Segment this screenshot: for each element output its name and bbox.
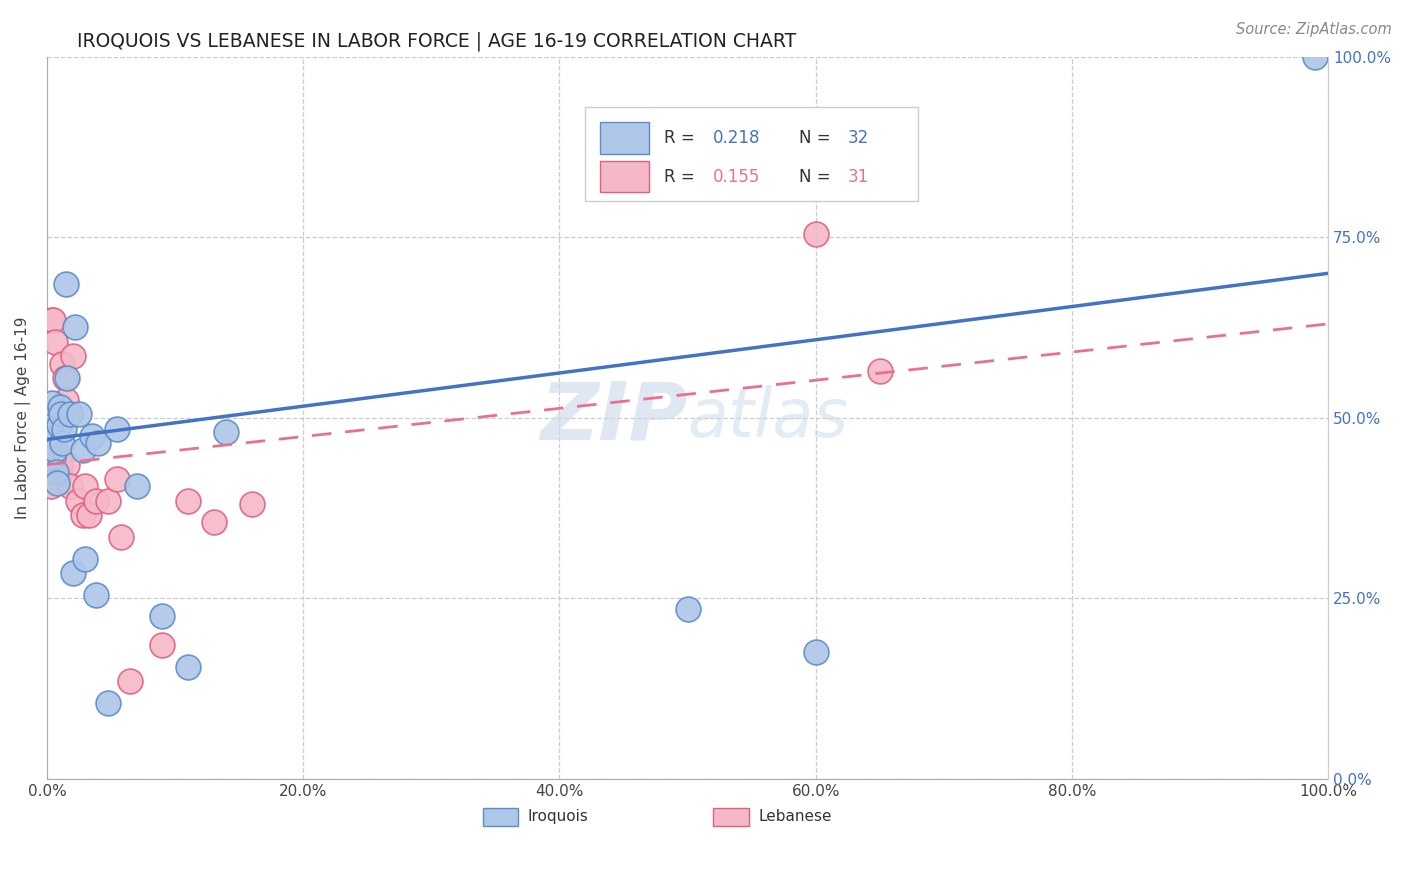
Point (41, 396, 63, 410)
FancyBboxPatch shape (600, 122, 650, 154)
FancyBboxPatch shape (600, 161, 650, 193)
Point (110, 530, 132, 544)
Text: Iroquois: Iroquois (527, 809, 588, 824)
Point (804, 227, 827, 241)
Point (62, 566, 84, 580)
Point (45, 421, 67, 435)
Point (42, 450, 65, 465)
Point (72, 508, 94, 523)
Point (45, 465, 67, 479)
Point (41, 313, 63, 327)
Point (48, 465, 70, 479)
Point (804, 645, 827, 659)
Point (55, 392, 77, 407)
Point (59, 479, 82, 493)
Y-axis label: In Labor Force | Age 16-19: In Labor Force | Age 16-19 (15, 317, 31, 519)
Point (84, 588, 107, 602)
Point (1305, 50, 1327, 64)
FancyBboxPatch shape (585, 107, 918, 201)
Point (53, 371, 76, 385)
Point (55, 277, 77, 292)
Text: Source: ZipAtlas.com: Source: ZipAtlas.com (1236, 22, 1392, 37)
Text: N =: N = (799, 129, 837, 147)
Point (87, 436, 110, 450)
Point (49, 407, 72, 421)
Point (75, 551, 97, 566)
Point (77, 508, 100, 523)
Text: 31: 31 (848, 168, 869, 186)
Point (38, 443, 60, 458)
Point (150, 638, 173, 652)
Point (67, 407, 90, 421)
Point (66, 493, 89, 508)
Point (80, 429, 103, 443)
Point (120, 674, 142, 689)
Text: R =: R = (665, 168, 700, 186)
Point (125, 479, 148, 493)
Point (39, 479, 62, 493)
FancyBboxPatch shape (482, 808, 519, 826)
Point (84, 493, 107, 508)
Point (49, 458, 72, 472)
Point (46, 475, 69, 490)
Point (177, 660, 200, 674)
Point (97, 696, 120, 710)
Text: 0.218: 0.218 (713, 129, 761, 147)
Point (44, 334, 66, 349)
Point (107, 472, 129, 486)
Point (676, 602, 699, 616)
Point (75, 479, 97, 493)
Point (240, 497, 263, 511)
Point (59, 407, 82, 421)
Text: atlas: atlas (688, 384, 849, 450)
Point (51, 357, 73, 371)
Text: IROQUOIS VS LEBANESE IN LABOR FORCE | AGE 16-19 CORRELATION CHART: IROQUOIS VS LEBANESE IN LABOR FORCE | AG… (77, 31, 797, 51)
Text: 0.155: 0.155 (713, 168, 761, 186)
Point (56, 371, 79, 385)
FancyBboxPatch shape (713, 808, 749, 826)
Point (56, 458, 79, 472)
Text: N =: N = (799, 168, 837, 186)
Point (63, 320, 86, 334)
Point (97, 493, 120, 508)
Point (215, 425, 238, 440)
Point (42, 313, 65, 327)
Point (38, 450, 60, 465)
Point (107, 421, 129, 435)
Text: ZIP: ZIP (540, 379, 688, 457)
Point (49, 400, 72, 414)
Point (38, 429, 60, 443)
Text: 32: 32 (848, 129, 869, 147)
Point (62, 350, 84, 364)
Point (202, 516, 225, 530)
Point (869, 364, 891, 378)
Point (48, 417, 70, 432)
Point (150, 609, 173, 624)
Point (72, 443, 94, 458)
Point (39, 407, 62, 421)
Point (52, 421, 75, 435)
Text: Lebanese: Lebanese (758, 809, 831, 824)
Point (46, 407, 69, 421)
Point (44, 443, 66, 458)
Point (51, 436, 73, 450)
Text: R =: R = (665, 129, 700, 147)
Point (177, 493, 200, 508)
